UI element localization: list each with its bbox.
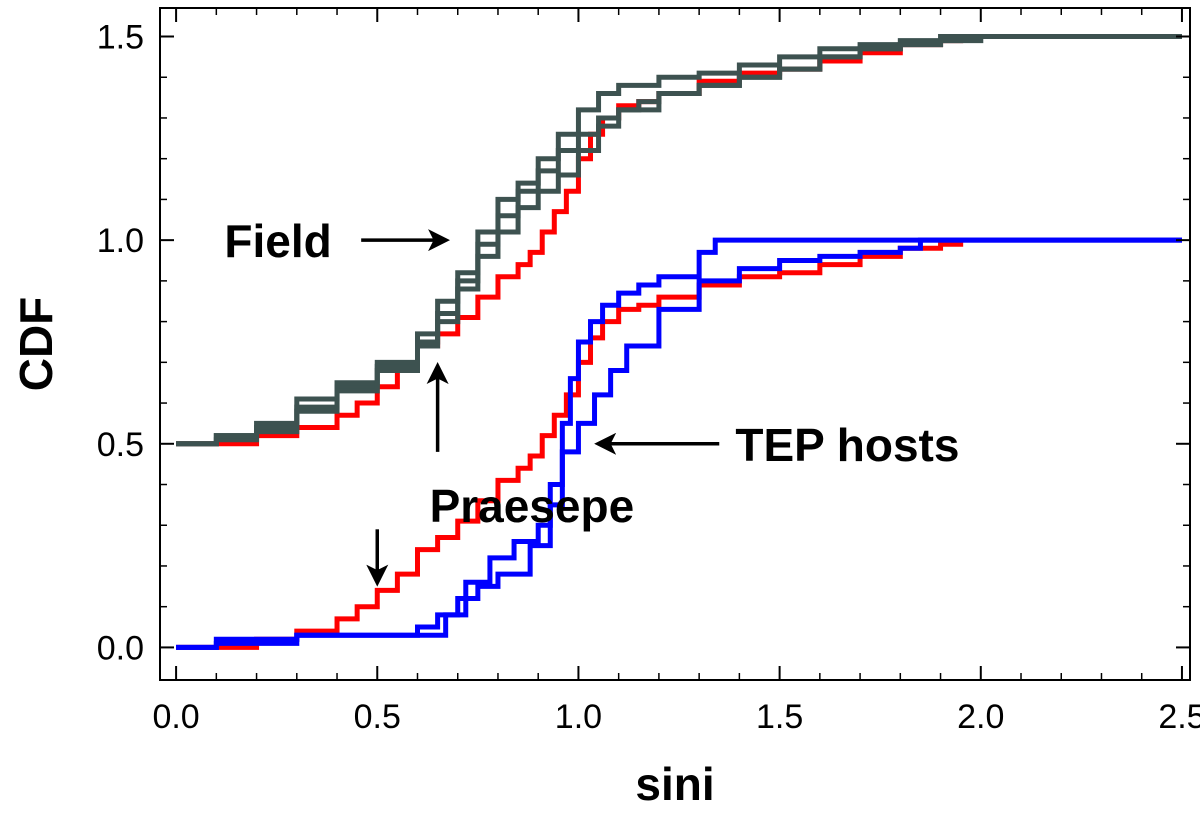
x-tick-label: 1.0 [555,698,602,736]
series-praesepe-0 [176,240,964,650]
x-tick-label: 1.5 [756,698,803,736]
x-tick-label: 0.0 [152,698,199,736]
series-tep-2 [176,237,1182,650]
x-tick-label: 0.5 [354,698,401,736]
y-tick-label: 0.0 [97,629,144,667]
x-tick-label: 2.5 [1158,698,1200,736]
y-axis-title: CDF [10,297,62,392]
series-field-5 [176,34,1182,447]
annotation-field: Field [224,215,331,267]
x-axis-title: sini [635,758,714,810]
y-tick-label: 1.5 [97,19,144,57]
series-tep-1 [176,237,1182,650]
plot-frame [159,7,1191,681]
y-tick-label: 1.0 [97,222,144,260]
annotation-tep: TEP hosts [735,419,959,471]
x-tick-label: 2.0 [957,698,1004,736]
y-tick-label: 0.5 [97,426,144,464]
series-field-6 [176,34,1182,447]
annotation-praesepe: Praesepe [430,480,635,532]
